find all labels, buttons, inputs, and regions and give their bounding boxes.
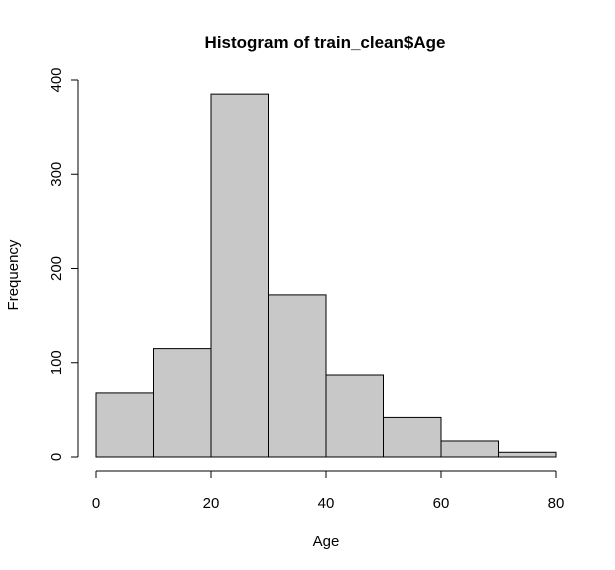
y-axis: 0 100 200 300 400 bbox=[48, 67, 79, 461]
y-tick-label-0: 0 bbox=[48, 453, 65, 461]
histogram-bar-4 bbox=[325, 374, 384, 458]
x-tick-label-1: 20 bbox=[203, 495, 220, 512]
histogram-bar-0 bbox=[95, 392, 154, 458]
chart-title: Histogram of train_clean$Age bbox=[205, 33, 446, 52]
x-tick-label-4: 80 bbox=[548, 495, 565, 512]
y-tick-label-2: 200 bbox=[48, 256, 65, 281]
x-tick-label-2: 40 bbox=[318, 495, 335, 512]
x-axis: 0 20 40 60 80 bbox=[92, 470, 565, 512]
x-axis-label: Age bbox=[313, 533, 340, 550]
histogram-bar-2 bbox=[210, 93, 269, 458]
y-tick-label-4: 400 bbox=[48, 67, 65, 92]
x-tick-label-0: 0 bbox=[92, 495, 100, 512]
x-tick-label-3: 60 bbox=[433, 495, 450, 512]
y-tick-label-3: 300 bbox=[48, 162, 65, 187]
histogram-bar-5 bbox=[383, 416, 442, 458]
histogram-bar-7 bbox=[498, 451, 557, 458]
histogram-bar-6 bbox=[440, 440, 499, 458]
y-tick-label-1: 100 bbox=[48, 350, 65, 375]
histogram-bar-1 bbox=[153, 348, 212, 458]
y-axis-label: Frequency bbox=[5, 239, 22, 310]
histogram-bar-3 bbox=[268, 294, 327, 458]
bars-group bbox=[95, 93, 557, 458]
